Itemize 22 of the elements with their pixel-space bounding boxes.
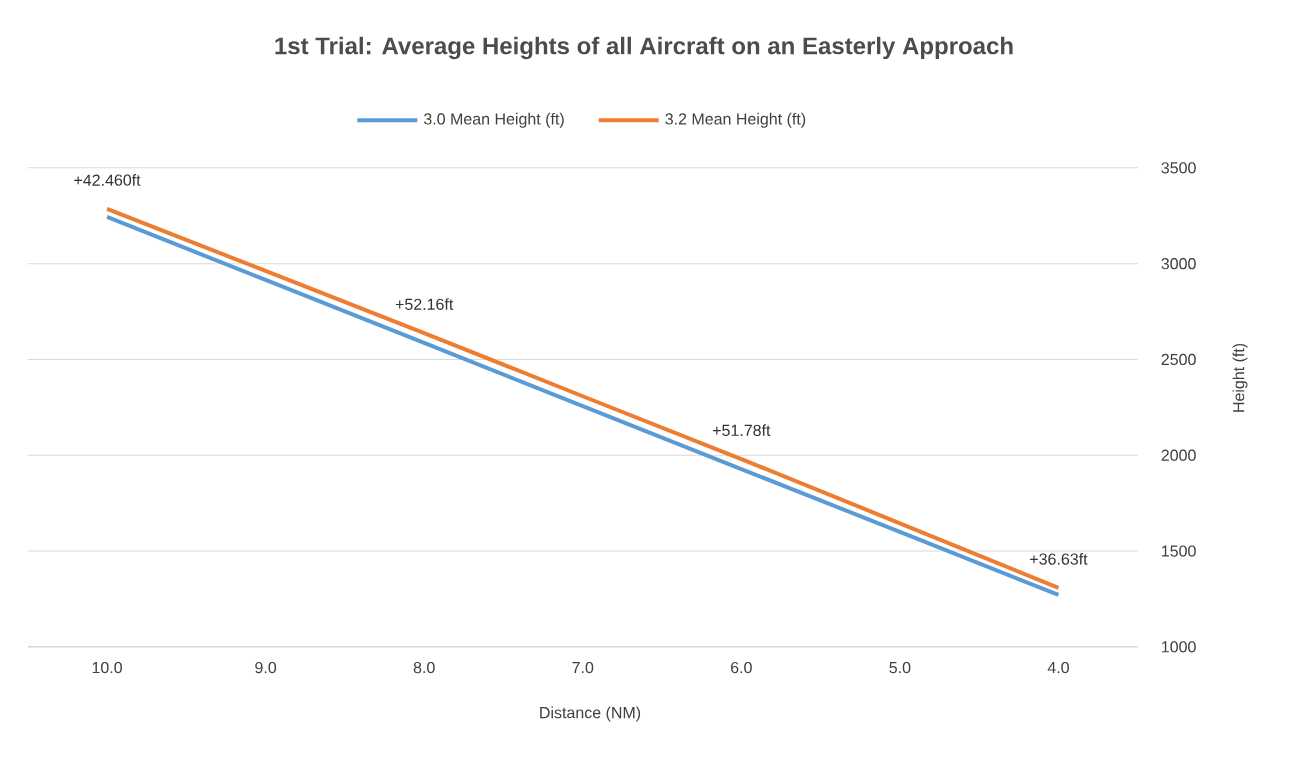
y-tick-label: 3500: [1161, 162, 1196, 174]
x-tick-label: 10.0: [92, 661, 122, 674]
legend-label: 3.2 Mean Height (ft): [665, 112, 806, 128]
y-tick-label: 1000: [1162, 641, 1196, 653]
x-tick-label: 7.0: [572, 661, 594, 674]
x-tick-label: 9.0: [255, 661, 277, 674]
y-tick-label: 3000: [1161, 258, 1196, 270]
legend-label: 3.0 Mean Height (ft): [423, 112, 564, 128]
y-tick-label: 1500: [1162, 545, 1196, 557]
annotation: +51.78ft: [712, 424, 771, 437]
y-tick-label: 2500: [1161, 353, 1196, 366]
annotation: +42.460ft: [74, 174, 141, 186]
x-axis-title: Distance (NM): [540, 706, 641, 722]
x-tick-label: 5.0: [889, 661, 911, 674]
chart-title: 1st Trial: Average Heights of all Aircraft on an Easterly Approach: [275, 36, 1013, 60]
annotation: +52.16ft: [395, 298, 454, 310]
x-tick-label: 8.0: [413, 661, 435, 674]
annotation: +36.63ft: [1030, 553, 1088, 565]
x-tick-label: 4.0: [1047, 661, 1069, 674]
y-axis-title: Height (ft): [1232, 343, 1248, 412]
y-tick-label: 2000: [1161, 449, 1196, 461]
x-tick-label: 6.0: [731, 661, 752, 674]
